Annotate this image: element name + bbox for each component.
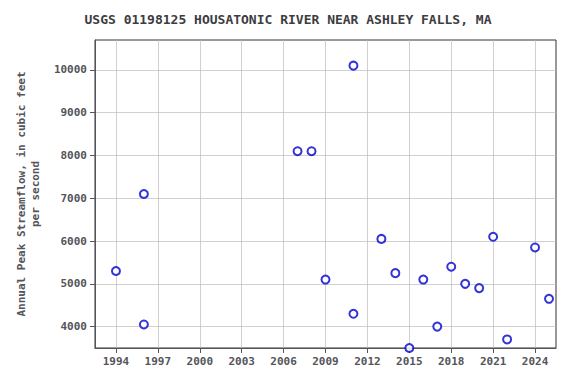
svg-text:2015: 2015: [396, 355, 423, 368]
svg-text:9000: 9000: [61, 106, 88, 119]
svg-text:Annual Peak Streamflow, in cub: Annual Peak Streamflow, in cubic feet: [15, 71, 28, 316]
svg-text:2024: 2024: [522, 355, 549, 368]
svg-text:per second: per second: [29, 161, 42, 227]
svg-text:1997: 1997: [145, 355, 172, 368]
svg-text:7000: 7000: [61, 192, 88, 205]
svg-text:1994: 1994: [103, 355, 130, 368]
svg-text:6000: 6000: [61, 235, 88, 248]
svg-text:5000: 5000: [61, 277, 88, 290]
svg-text:USGS 01198125 HOUSATONIC RIVER: USGS 01198125 HOUSATONIC RIVER NEAR ASHL…: [85, 12, 492, 27]
svg-text:2021: 2021: [480, 355, 507, 368]
svg-text:2003: 2003: [228, 355, 255, 368]
svg-text:8000: 8000: [61, 149, 88, 162]
svg-text:2000: 2000: [187, 355, 214, 368]
svg-text:10000: 10000: [54, 63, 87, 76]
svg-text:2018: 2018: [438, 355, 465, 368]
svg-text:4000: 4000: [61, 320, 88, 333]
svg-text:2009: 2009: [312, 355, 339, 368]
svg-text:2006: 2006: [270, 355, 297, 368]
svg-text:2012: 2012: [354, 355, 381, 368]
